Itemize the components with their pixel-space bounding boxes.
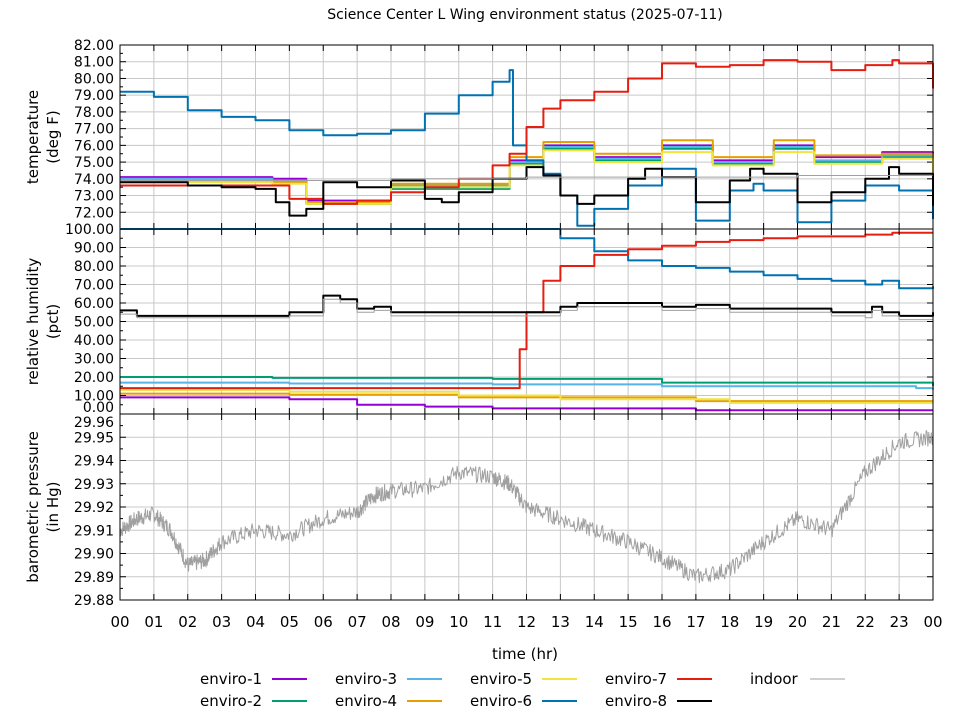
series-line-enviro-3 xyxy=(120,381,934,390)
series-line-enviro-8 xyxy=(120,294,934,317)
y-tick-label: 40.00 xyxy=(74,333,114,349)
y-tick-label: 10.00 xyxy=(74,389,114,405)
y-axis-label: (in Hg) xyxy=(44,482,62,533)
series-line-indoor xyxy=(120,298,934,321)
x-tick-label: 19 xyxy=(754,613,773,631)
series-line-indoor xyxy=(119,430,934,584)
legend-label-enviro-3: enviro-3 xyxy=(335,670,397,688)
x-tick-label: 11 xyxy=(483,613,502,631)
x-tick-label: 20 xyxy=(788,613,807,631)
x-tick-label: 22 xyxy=(856,613,875,631)
y-tick-label: 80.00 xyxy=(74,71,114,87)
y-tick-label: 79.00 xyxy=(74,88,114,104)
legend-label-enviro-4: enviro-4 xyxy=(335,692,397,710)
y-tick-label: 30.00 xyxy=(74,352,114,368)
x-tick-label: 04 xyxy=(246,613,265,631)
x-tick-label: 06 xyxy=(314,613,333,631)
y-tick-label: 50.00 xyxy=(74,315,114,331)
y-tick-label: 70.00 xyxy=(74,278,114,294)
y-tick-label: 29.94 xyxy=(74,454,114,470)
x-tick-label: 14 xyxy=(585,613,604,631)
x-tick-label: 18 xyxy=(720,613,739,631)
y-tick-label: 0.00 xyxy=(83,400,114,416)
y-tick-label: 29.90 xyxy=(74,547,114,563)
y-tick-label: 80.00 xyxy=(74,259,114,275)
x-tick-label: 07 xyxy=(348,613,367,631)
x-tick-label: 10 xyxy=(449,613,468,631)
y-tick-label: 29.96 xyxy=(74,415,114,431)
x-tick-label: 00 xyxy=(110,613,129,631)
series-line-enviro-7 xyxy=(120,231,933,390)
chart-title: Science Center L Wing environment status… xyxy=(327,7,723,23)
y-axis-label: temperature xyxy=(24,90,42,184)
y-tick-label: 100.00 xyxy=(65,222,114,238)
series-line-enviro-8 xyxy=(120,166,934,217)
legend-label-indoor: indoor xyxy=(750,670,799,688)
y-tick-label: 77.00 xyxy=(74,122,114,138)
series-line-enviro-6 xyxy=(120,69,934,227)
series-line-enviro-2 xyxy=(120,376,934,387)
x-axis-label: time (hr) xyxy=(492,645,558,663)
y-tick-label: 29.89 xyxy=(74,570,114,586)
y-tick-label: 75.00 xyxy=(74,155,114,171)
y-tick-label: 73.00 xyxy=(74,189,114,205)
series-line-indoor xyxy=(120,175,933,181)
y-tick-label: 81.00 xyxy=(74,55,114,71)
x-tick-label: 02 xyxy=(178,613,197,631)
y-tick-label: 29.88 xyxy=(74,593,114,609)
y-tick-label: 78.00 xyxy=(74,105,114,121)
series-line-enviro-6 xyxy=(120,228,934,290)
x-tick-label: 09 xyxy=(415,613,434,631)
y-axis-label: (deg F) xyxy=(44,110,62,163)
legend-label-enviro-7: enviro-7 xyxy=(605,670,667,688)
legend-label-enviro-6: enviro-6 xyxy=(470,692,532,710)
x-tick-label: 03 xyxy=(212,613,231,631)
y-tick-label: 82.00 xyxy=(74,38,114,54)
x-tick-label: 15 xyxy=(619,613,638,631)
x-tick-label: 00 xyxy=(923,613,942,631)
legend-label-enviro-1: enviro-1 xyxy=(200,670,262,688)
y-tick-label: 29.92 xyxy=(74,500,114,516)
legend-label-enviro-2: enviro-2 xyxy=(200,692,262,710)
x-tick-label: 05 xyxy=(280,613,299,631)
y-tick-label: 20.00 xyxy=(74,370,114,386)
x-tick-label: 08 xyxy=(381,613,400,631)
y-axis-label: (pct) xyxy=(44,304,62,339)
y-tick-label: 72.00 xyxy=(74,205,114,221)
y-tick-label: 90.00 xyxy=(74,241,114,257)
x-tick-label: 16 xyxy=(652,613,671,631)
series-line-enviro-5 xyxy=(120,388,933,404)
x-tick-label: 13 xyxy=(551,613,570,631)
y-axis-label: relative humidity xyxy=(24,258,42,386)
legend: enviro-1 enviro-2 enviro-3 enviro-4 enviro-5… xyxy=(200,670,845,710)
x-tick-label: 17 xyxy=(686,613,705,631)
y-tick-label: 29.91 xyxy=(74,523,114,539)
y-tick-label: 74.00 xyxy=(74,172,114,188)
legend-label-enviro-8: enviro-8 xyxy=(605,692,667,710)
y-axis-label: barometric pressure xyxy=(24,431,42,583)
series-line-enviro-5 xyxy=(120,149,934,205)
x-tick-label: 01 xyxy=(144,613,163,631)
legend-label-enviro-5: enviro-5 xyxy=(470,670,532,688)
series-line-enviro-7 xyxy=(120,59,934,205)
x-tick-label: 21 xyxy=(822,613,841,631)
x-tick-label: 23 xyxy=(890,613,909,631)
x-tick-label: 12 xyxy=(517,613,536,631)
y-tick-label: 29.93 xyxy=(74,477,114,493)
y-tick-label: 29.95 xyxy=(74,430,114,446)
y-tick-label: 60.00 xyxy=(74,296,114,312)
y-tick-label: 76.00 xyxy=(74,138,114,154)
